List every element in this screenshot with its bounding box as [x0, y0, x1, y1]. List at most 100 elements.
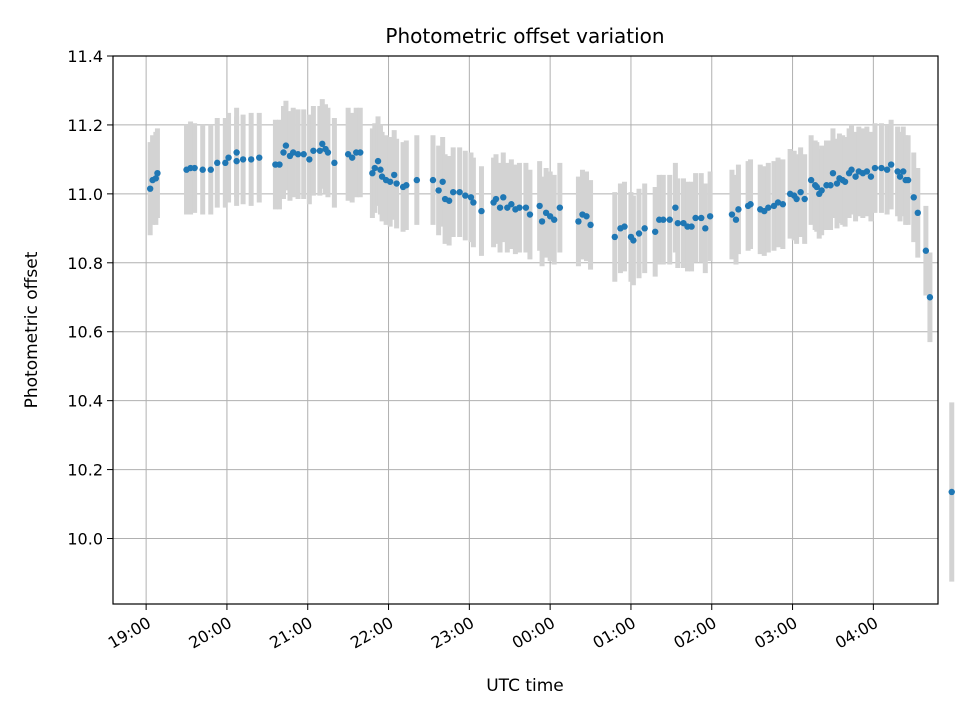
y-tick-label: 10.6 [67, 323, 103, 342]
data-point [827, 182, 834, 189]
data-point [207, 166, 214, 173]
x-tick-label: 19:00 [105, 613, 154, 653]
data-point [587, 221, 594, 229]
data-point [914, 209, 921, 217]
x-tick-label: 22:00 [347, 613, 396, 653]
data-point [747, 201, 754, 208]
x-axis-title: UTC time [486, 676, 564, 696]
data-point [222, 159, 229, 167]
data-point [390, 171, 398, 179]
data-point [813, 183, 820, 191]
data-point [276, 161, 283, 168]
data-point [310, 147, 317, 154]
plot-frame [112, 55, 939, 605]
data-point [635, 230, 643, 237]
x-axis-ticks: 19:00 20:00 21:00 22:00 23:00 00:00 01:00 02:00… [105, 604, 881, 653]
data-point [300, 151, 307, 158]
data-point [522, 204, 530, 211]
data-point [841, 178, 849, 185]
data-point [674, 219, 682, 227]
y-tick-label: 11.2 [67, 116, 103, 135]
data-point [801, 195, 808, 203]
data-point [621, 223, 628, 230]
data-point [239, 156, 247, 163]
x-tick-label: 20:00 [186, 613, 235, 653]
data-point [445, 197, 453, 204]
data-point [470, 199, 477, 206]
data-point [233, 149, 240, 156]
data-point [369, 169, 376, 177]
data-point [214, 159, 221, 167]
data-point [146, 185, 154, 192]
data-point [348, 154, 356, 161]
x-tick-label: 04:00 [832, 613, 881, 653]
data-point [692, 214, 699, 222]
data-point [233, 157, 240, 165]
data-point [728, 211, 736, 218]
data-point [550, 216, 558, 223]
data-point [289, 149, 297, 156]
data-point [698, 214, 705, 222]
data-point [807, 176, 815, 184]
data-point [688, 223, 695, 230]
data-point [403, 182, 410, 189]
data-point [496, 204, 504, 211]
data-point [818, 187, 825, 194]
data-point [152, 175, 160, 182]
data-point [435, 187, 442, 194]
data-point [706, 213, 714, 220]
data-point [536, 202, 543, 210]
x-tick-label: 00:00 [509, 613, 558, 653]
data-point [793, 195, 800, 203]
data-point [316, 147, 324, 154]
data-point [871, 164, 879, 172]
data-point [666, 216, 673, 223]
data-point [500, 194, 507, 201]
data-point [492, 195, 500, 203]
data-point [538, 218, 546, 225]
data-point [896, 173, 904, 180]
data-point [611, 233, 618, 241]
y-tick-label: 10.8 [67, 254, 103, 273]
data-point [508, 201, 515, 208]
data-point [429, 176, 437, 184]
data-point [247, 156, 255, 163]
data-point [732, 216, 740, 223]
x-tick-label: 01:00 [590, 613, 639, 653]
data-point [371, 164, 379, 172]
data-point [516, 204, 523, 211]
data-point [467, 194, 475, 201]
data-point [922, 247, 930, 254]
data-point [797, 188, 804, 196]
data-point [393, 180, 400, 187]
data-point [357, 149, 364, 156]
data-point [765, 204, 772, 211]
x-tick-label: 21:00 [266, 613, 315, 653]
data-point [575, 218, 582, 225]
data-point [702, 225, 709, 232]
data-point [779, 201, 787, 208]
data-point [306, 156, 313, 163]
data-point [630, 237, 637, 244]
data-point [910, 194, 917, 201]
data-point [852, 173, 859, 180]
data-points [146, 140, 955, 496]
data-point [848, 166, 855, 173]
data-point [641, 225, 648, 232]
data-point [294, 151, 302, 158]
data-point [651, 228, 659, 235]
chart-title: Photometric offset variation [385, 24, 664, 48]
data-point [439, 178, 446, 185]
data-point [887, 161, 895, 168]
data-point [282, 142, 290, 149]
y-tick-label: 10.2 [67, 461, 103, 480]
data-point [672, 204, 679, 211]
y-tick-label: 11.4 [67, 47, 103, 66]
x-tick-label: 23:00 [428, 613, 477, 653]
data-point [735, 206, 742, 213]
data-point [413, 176, 421, 184]
y-tick-label: 11.0 [67, 185, 103, 204]
data-point [583, 213, 590, 220]
y-tick-label: 10.0 [67, 530, 103, 549]
data-point [867, 173, 875, 180]
